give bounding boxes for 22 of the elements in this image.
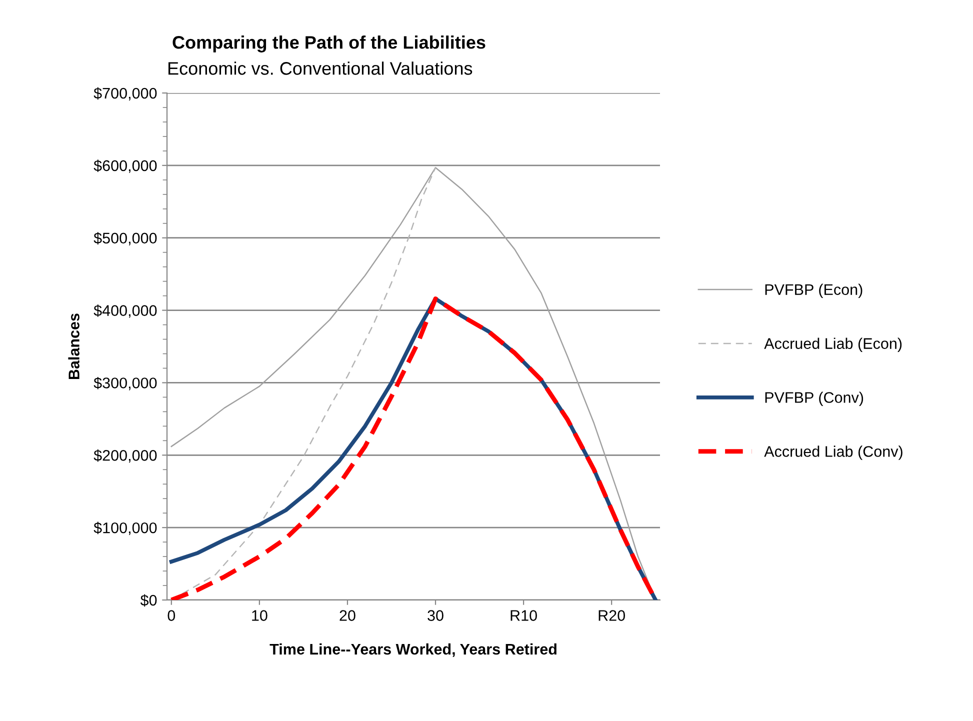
y-tick-label: $700,000 <box>94 87 157 100</box>
x-axis-title: Time Line--Years Worked, Years Retired <box>270 643 556 657</box>
legend-label: PVFBP (Econ) <box>765 284 862 298</box>
y-tick-label: $200,000 <box>94 449 157 463</box>
x-tick-label: R10 <box>510 610 537 621</box>
x-tick-label: R20 <box>598 610 625 621</box>
y-tick-label: $400,000 <box>94 304 157 318</box>
legend-label: Accrued Liab (Econ) <box>764 338 902 352</box>
y-axis-title: Balances <box>68 314 80 380</box>
y-tick-label: $300,000 <box>94 376 157 390</box>
y-tick-label: $600,000 <box>94 160 157 173</box>
x-tick-label: 0 <box>168 610 176 621</box>
legend-label: Accrued Liab (Conv) <box>764 446 902 460</box>
chart-title: Comparing the Path of the Liabilities <box>172 36 486 52</box>
legend-label: PVFBP (Conv) <box>765 392 864 406</box>
y-tick-label: $500,000 <box>94 232 157 246</box>
x-tick-label: 20 <box>340 610 356 621</box>
chart-subtitle: Economic vs. Conventional Valuations <box>168 62 472 75</box>
x-tick-label: 30 <box>428 610 444 621</box>
y-tick-label: $0 <box>140 594 157 607</box>
x-tick-label: 10 <box>252 610 268 621</box>
y-tick-label: $100,000 <box>94 522 157 536</box>
